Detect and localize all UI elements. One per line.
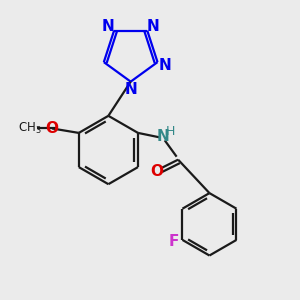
Text: F: F <box>169 234 179 249</box>
Text: H: H <box>166 125 175 138</box>
Text: N: N <box>102 19 115 34</box>
Text: CH$_3$: CH$_3$ <box>18 121 42 136</box>
Text: N: N <box>124 82 137 97</box>
Text: N: N <box>159 58 171 73</box>
Text: O: O <box>46 121 59 136</box>
Text: N: N <box>147 19 160 34</box>
Text: N: N <box>157 129 169 144</box>
Text: O: O <box>150 164 163 179</box>
